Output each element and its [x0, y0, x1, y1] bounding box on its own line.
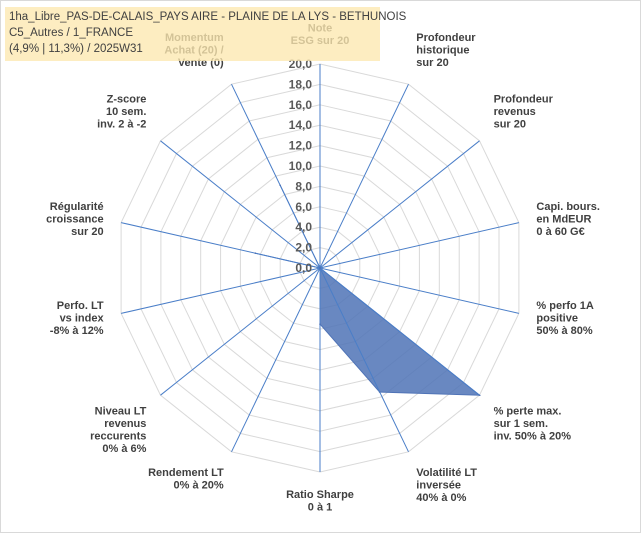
axis-label-line: 10 sem. [106, 106, 146, 118]
tick-label: 12,0 [289, 139, 313, 153]
axis-label-line: 0% à 20% [174, 480, 224, 492]
axis-spoke [319, 267, 480, 396]
axis-label-line: -8% à 12% [50, 325, 104, 337]
tick-label: 10,0 [289, 159, 313, 173]
axis-label-line: Profondeur [494, 94, 554, 106]
axis-label-line: 0% à 6% [102, 443, 146, 455]
axis-spoke [319, 222, 520, 269]
axis-label-line: 0 à 60 G€ [536, 226, 584, 238]
tick-label: 4,0 [295, 220, 312, 234]
axis-label-line: sur 20 [71, 226, 103, 238]
axis-label-line: sur 1 sem. [494, 418, 548, 430]
axis-label: % perfo 1A positive 50% à 80% [536, 300, 594, 337]
axis-label-line: Régularité [50, 201, 104, 213]
axis-spoke [319, 83, 409, 269]
axis-spoke [319, 140, 480, 269]
tick-label: 0,0 [295, 261, 312, 275]
tick-label: 8,0 [295, 179, 312, 193]
axis-label-line: 50% à 80% [536, 325, 592, 337]
axis-label-line: Niveau LT [95, 405, 147, 417]
axis-label: Volatilité LT inversée 40% à 0% [416, 467, 477, 504]
axis-label: Ratio Sharpe 0 à 1 [286, 489, 354, 514]
chart-title-box: 1ha_Libre_PAS-DE-CALAIS_PAYS AIRE - PLAI… [5, 7, 407, 61]
axis-label-line: Volatilité LT [416, 467, 477, 479]
title-line-3: (4,9% | 11,3%) / 2025W31 [9, 43, 143, 55]
tick-label: 14,0 [289, 118, 313, 132]
axis-spoke [231, 83, 321, 269]
data-point [319, 267, 321, 269]
axis-label-line: revenus [104, 418, 146, 430]
axis-label: Profondeur revenus sur 20 [494, 94, 554, 131]
data-point [319, 323, 321, 325]
axis-label-line: historique [416, 45, 469, 57]
tick-label: 18,0 [289, 77, 313, 91]
axis-label-line: Ratio Sharpe [286, 489, 354, 501]
tick-label: 6,0 [295, 200, 312, 214]
axis-label-line: reccurents [90, 430, 146, 442]
axis-label-line: Z-score [107, 94, 147, 106]
title-line-1: 1ha_Libre_PAS-DE-CALAIS_PAYS AIRE - PLAI… [9, 11, 407, 23]
data-point [378, 391, 381, 393]
axis-label-line: revenus [494, 106, 536, 118]
axis-spoke [231, 267, 321, 453]
axis-label-line: inv. 50% à 20% [494, 430, 572, 442]
axis-label: % perte max. sur 1 sem. inv. 50% à 20% [494, 405, 572, 442]
axis-spoke [160, 267, 321, 396]
axis-label: Régularité croissance sur 20 [46, 201, 103, 238]
axis-label-line: % perfo 1A [536, 300, 594, 312]
axis-label-line: inversée [416, 480, 461, 492]
axis-label-line: % perte max. [494, 405, 562, 417]
axis-label-line: 40% à 0% [416, 492, 466, 504]
axis-label-line: en MdEUR [536, 214, 591, 226]
axis-label-line: Perfo. LT [57, 300, 104, 312]
axis-label-line: inv. 2 à -2 [97, 119, 146, 131]
axis-label-line: sur 20 [494, 119, 526, 131]
axis-spoke [120, 267, 321, 314]
axis-spoke [120, 222, 321, 269]
tick-label: 16,0 [289, 98, 313, 112]
axis-label-line: sur 20 [416, 57, 448, 69]
tick-label: 2,0 [295, 241, 312, 255]
axis-label-line: croissance [46, 214, 103, 226]
axis-label-line: positive [536, 312, 578, 324]
axis-label-line: 0 à 1 [308, 502, 332, 514]
data-point [254, 252, 257, 254]
axis-label: Perfo. LT vs index -8% à 12% [50, 300, 105, 337]
axis-label-line: Rendement LT [148, 467, 224, 479]
data-point [279, 184, 282, 187]
axis-label-line: Profondeur [416, 32, 476, 44]
axis-spoke [319, 267, 409, 453]
axis-label: Rendement LT 0% à 20% [148, 467, 224, 492]
axis-spoke [160, 140, 321, 269]
axis-label: Capi. bours. en MdEUR 0 à 60 G€ [536, 201, 600, 238]
data-point [478, 394, 481, 397]
title-line-2: C5_Autres / 1_FRANCE [9, 27, 133, 39]
axis-label-line: Capi. bours. [536, 201, 600, 213]
axis-label-line: vs index [60, 312, 105, 324]
axis-label: Z-score 10 sem. inv. 2 à -2 [97, 94, 146, 131]
axis-spoke [319, 267, 520, 314]
axis-label: Profondeur historique sur 20 [416, 32, 476, 69]
axis-label: Niveau LT revenus reccurents 0% à 6% [90, 405, 147, 455]
